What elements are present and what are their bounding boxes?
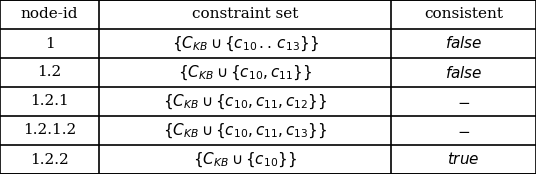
Text: 1.2.1: 1.2.1 bbox=[30, 94, 69, 109]
Text: node-id: node-id bbox=[21, 7, 78, 22]
Text: 1: 1 bbox=[44, 37, 55, 50]
Text: $\{C_{KB} \cup \{c_{10}, c_{11}\}\}$: $\{C_{KB} \cup \{c_{10}, c_{11}\}\}$ bbox=[178, 63, 312, 82]
Text: $\{C_{KB} \cup \{c_{10}, c_{11}, c_{12}\}\}$: $\{C_{KB} \cup \{c_{10}, c_{11}, c_{12}\… bbox=[163, 92, 327, 111]
Text: $\mathit{true}$: $\mathit{true}$ bbox=[448, 152, 480, 168]
Text: $-$: $-$ bbox=[457, 123, 470, 138]
Text: 1.2.1.2: 1.2.1.2 bbox=[23, 124, 76, 137]
Text: $\{C_{KB} \cup \{c_{10}, c_{11}, c_{13}\}\}$: $\{C_{KB} \cup \{c_{10}, c_{11}, c_{13}\… bbox=[163, 121, 327, 140]
Text: consistent: consistent bbox=[424, 7, 503, 22]
Text: $-$: $-$ bbox=[457, 94, 470, 109]
Text: $\mathit{false}$: $\mathit{false}$ bbox=[445, 35, 482, 52]
Text: constraint set: constraint set bbox=[192, 7, 299, 22]
Text: 1.2: 1.2 bbox=[38, 65, 62, 80]
Text: 1.2.2: 1.2.2 bbox=[30, 152, 69, 167]
Text: $\mathit{false}$: $\mathit{false}$ bbox=[445, 65, 482, 81]
Text: $\{C_{KB} \cup \{c_{10}\,..\,c_{13}\}\}$: $\{C_{KB} \cup \{c_{10}\,..\,c_{13}\}\}$ bbox=[172, 34, 319, 53]
Text: $\{C_{KB} \cup \{c_{10}\}\}$: $\{C_{KB} \cup \{c_{10}\}\}$ bbox=[193, 150, 297, 169]
